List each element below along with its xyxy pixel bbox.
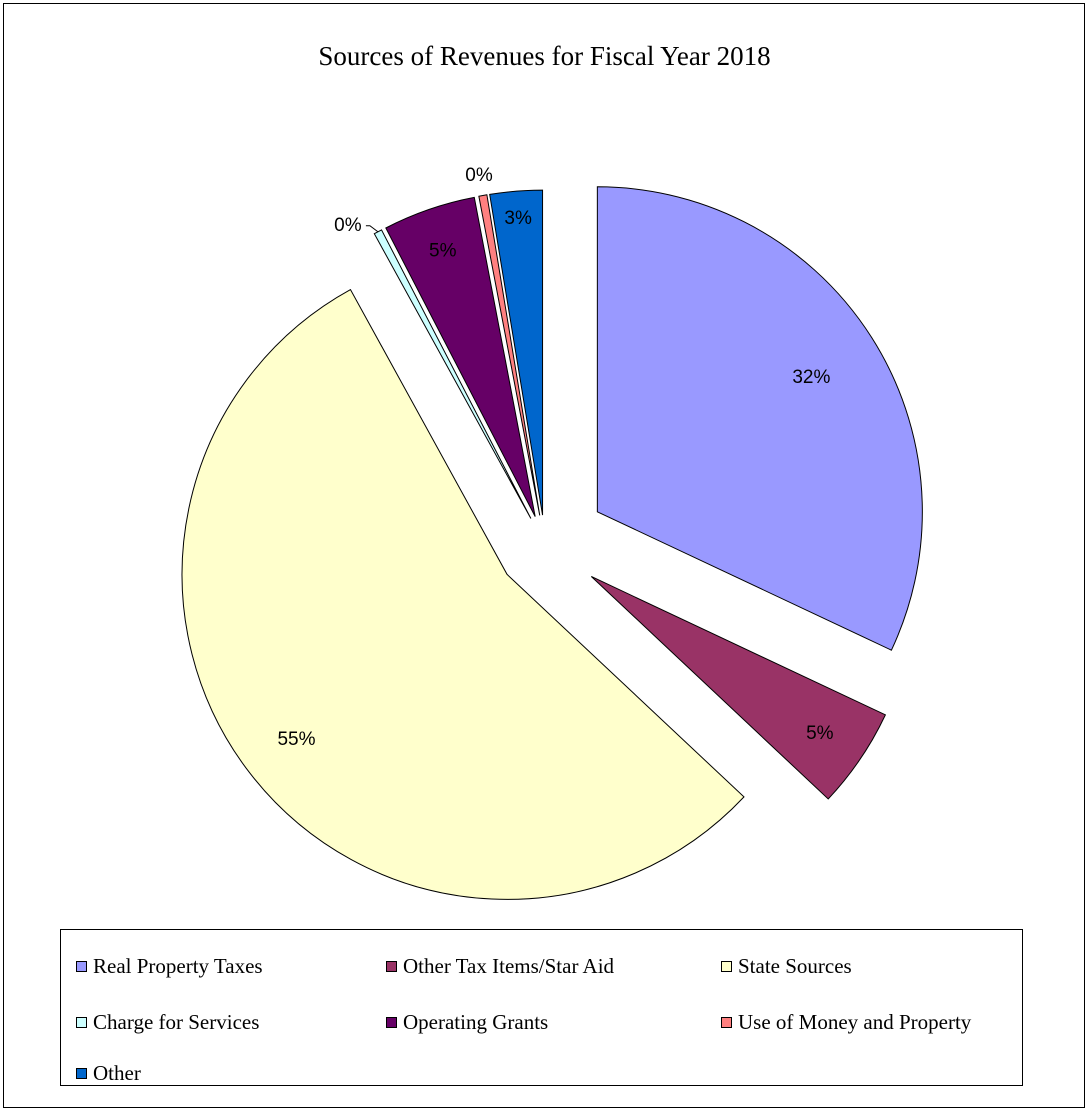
- legend-swatch: [386, 1017, 397, 1028]
- legend-item: Real Property Taxes: [76, 954, 263, 979]
- pie-slice-operating-grants: [385, 196, 536, 517]
- data-label: 0%: [334, 215, 362, 236]
- legend-label: State Sources: [738, 954, 852, 978]
- legend-swatch: [721, 1017, 732, 1028]
- legend-swatch: [721, 961, 732, 972]
- legend-label: Charge for Services: [93, 1010, 260, 1034]
- data-label: 0%: [465, 165, 493, 186]
- legend-item: Charge for Services: [76, 1010, 259, 1035]
- legend-swatch: [76, 961, 87, 972]
- legend-label: Other: [93, 1061, 141, 1085]
- leader-line: [365, 225, 379, 233]
- legend-item: Other Tax Items/Star Aid: [386, 954, 614, 979]
- data-label: 5%: [429, 240, 457, 261]
- legend-label: Real Property Taxes: [93, 954, 263, 978]
- legend-label: Use of Money and Property: [738, 1010, 972, 1034]
- pie-slice-state-sources: [181, 288, 745, 900]
- legend-item: State Sources: [721, 954, 852, 979]
- legend-swatch: [76, 1017, 87, 1028]
- pie-slice-real-property-taxes: [596, 186, 923, 651]
- chart-title: Sources of Revenues for Fiscal Year 2018: [318, 41, 771, 71]
- legend-item: Operating Grants: [386, 1010, 548, 1035]
- pie-slice-use-of-money-and-property: [478, 194, 541, 516]
- legend-label: Other Tax Items/Star Aid: [403, 954, 615, 978]
- data-label: 55%: [277, 729, 315, 750]
- legend-swatch: [76, 1068, 87, 1079]
- pie-slice-other: [489, 189, 544, 516]
- pie-slice-other-tax-items-star-aid: [590, 576, 887, 800]
- legend-swatch: [386, 961, 397, 972]
- chart-legend: Real Property Taxes Other Tax Items/Star …: [60, 929, 1023, 1086]
- data-label: 32%: [792, 367, 830, 388]
- data-label: 3%: [504, 208, 532, 229]
- data-label: 5%: [806, 723, 834, 744]
- legend-label: Operating Grants: [403, 1010, 549, 1034]
- legend-item: Other: [76, 1061, 141, 1086]
- legend-item: Use of Money and Property: [721, 1010, 971, 1035]
